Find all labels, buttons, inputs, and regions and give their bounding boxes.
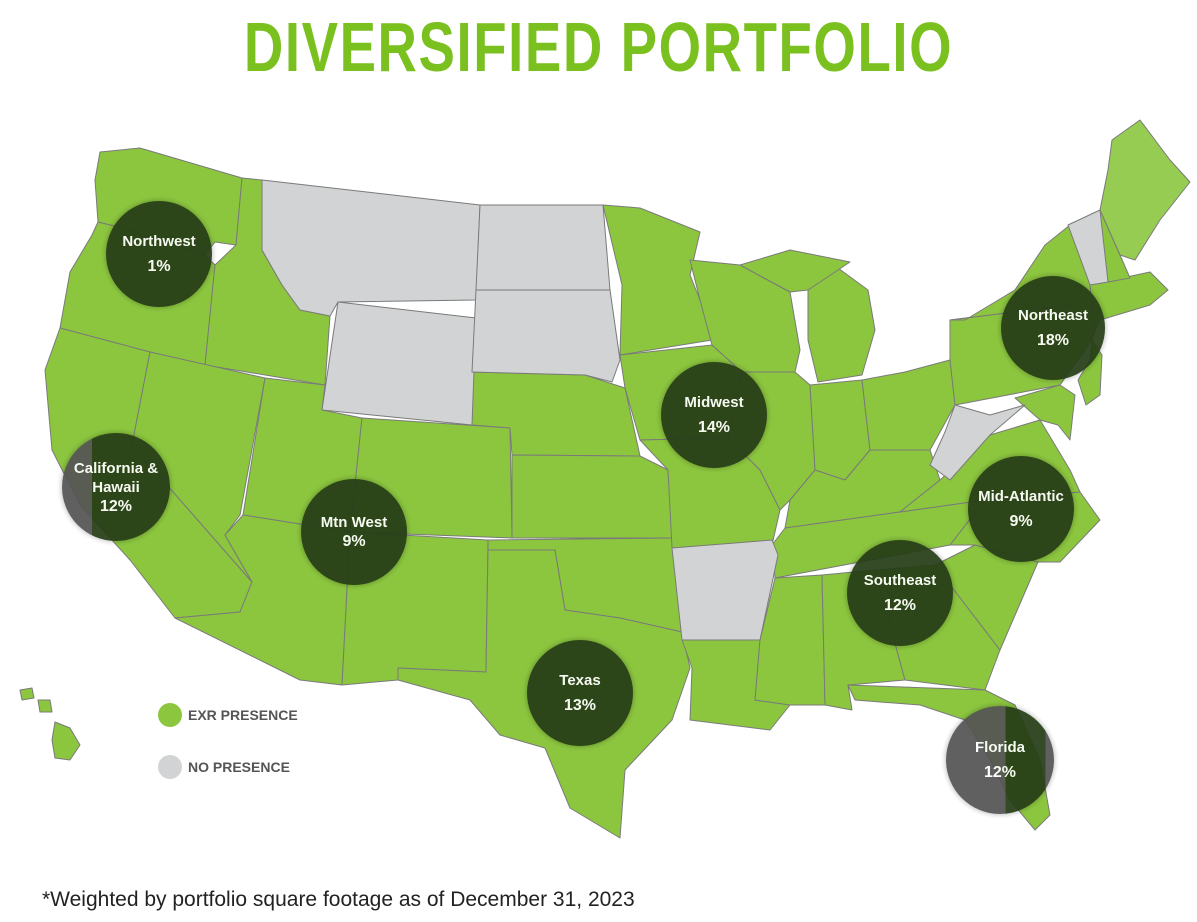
- legend-no-presence-label: NO PRESENCE: [188, 759, 290, 775]
- region-mtn-west: Mtn West 9%: [301, 479, 407, 585]
- region-label: Mtn West: [320, 514, 388, 531]
- region-florida: Florida 12%: [946, 706, 1054, 814]
- region-percent: 9%: [342, 533, 366, 550]
- state-kansas: [511, 454, 673, 539]
- region-percent: 12%: [983, 764, 1017, 781]
- region-label: Midwest: [684, 394, 744, 411]
- state-arkansas: [671, 539, 779, 641]
- region-percent: 12%: [99, 497, 133, 515]
- legend-no-presence: NO PRESENCE: [158, 755, 290, 779]
- legend-presence: EXR PRESENCE: [158, 703, 298, 727]
- region-midwest: Midwest 14%: [661, 362, 767, 468]
- region-texas: Texas 13%: [527, 640, 633, 746]
- region-label: Texas: [559, 672, 601, 689]
- region-percent: 13%: [563, 697, 597, 714]
- region-label: Southeast: [863, 572, 937, 589]
- region-label: Northwest: [122, 233, 196, 250]
- state-maine: [1099, 119, 1191, 261]
- state-north-dakota: [475, 204, 611, 291]
- state-south-dakota: [471, 289, 621, 383]
- state-michigan-up: [739, 249, 851, 293]
- region-label: Mid-Atlantic: [978, 488, 1064, 505]
- state-wyoming: [321, 301, 477, 426]
- region-label: California & Hawaii: [73, 459, 159, 496]
- legend-presence-label: EXR PRESENCE: [188, 707, 298, 723]
- region-percent: 14%: [697, 419, 731, 436]
- region-percent: 9%: [1009, 513, 1033, 530]
- legend-presence-swatch: [158, 703, 182, 727]
- legend-no-presence-swatch: [158, 755, 182, 779]
- state-hawaii: [19, 687, 81, 761]
- region-percent: 12%: [883, 597, 917, 614]
- footnote: *Weighted by portfolio square footage as…: [42, 888, 635, 911]
- no-presence-states: [261, 179, 1109, 641]
- state-michigan: [807, 267, 876, 383]
- region-southeast: Southeast 12%: [847, 540, 953, 646]
- region-percent: 18%: [1036, 332, 1070, 349]
- state-maryland-de: [1014, 384, 1076, 441]
- page-title: DIVERSIFIED PORTFOLIO: [243, 8, 954, 86]
- region-percent: 1%: [147, 258, 171, 275]
- state-vermont: [1067, 209, 1109, 286]
- region-mid-atlantic: Mid-Atlantic 9%: [968, 456, 1074, 562]
- state-west-virginia: [929, 404, 1026, 481]
- state-ohio: [861, 359, 956, 451]
- presence-states: [19, 119, 1191, 839]
- state-montana: [261, 179, 481, 317]
- region-label: Florida: [974, 739, 1025, 756]
- region-california-hawaii: California & Hawaii 12%: [62, 433, 170, 541]
- region-northwest: Northwest 1%: [106, 201, 212, 307]
- region-label: Northeast: [1017, 307, 1088, 324]
- region-northeast: Northeast 18%: [1001, 276, 1105, 380]
